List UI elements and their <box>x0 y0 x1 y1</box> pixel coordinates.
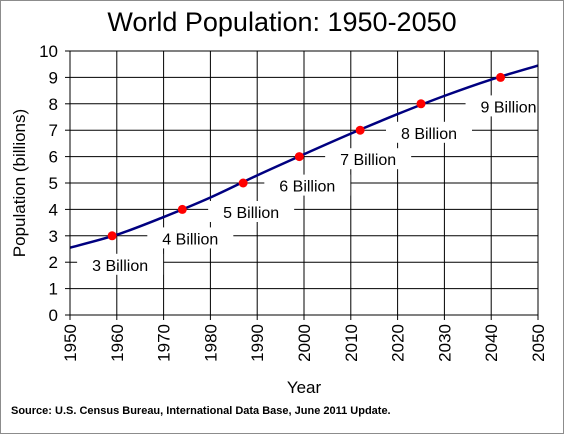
x-tick-label: 2040 <box>482 324 501 362</box>
chart-title: World Population: 1950-2050 <box>107 7 457 37</box>
y-tick-label: 7 <box>49 121 58 140</box>
x-tick-label: 1960 <box>108 324 127 362</box>
x-tick-label: 2050 <box>529 324 548 362</box>
milestone-marker <box>294 152 304 162</box>
milestone-label: 4 Billion <box>162 231 218 248</box>
y-tick-label: 3 <box>49 227 58 246</box>
milestone-label-bg <box>465 95 552 117</box>
milestone-label-bg <box>325 148 412 170</box>
y-tick-label: 9 <box>49 68 58 87</box>
y-tick-label: 1 <box>49 280 58 299</box>
y-tick-label: 10 <box>39 42 58 61</box>
x-tick-label: 2030 <box>435 324 454 362</box>
x-tick-label: 1990 <box>248 324 267 362</box>
y-tick-label: 5 <box>49 174 58 193</box>
milestone-label: 6 Billion <box>279 179 335 196</box>
milestone-label-bg <box>386 121 472 143</box>
milestone-label: 3 Billion <box>92 258 148 275</box>
y-tick-label: 2 <box>49 253 58 272</box>
y-axis-label: Population (billions) <box>10 109 29 257</box>
milestone-marker <box>107 231 117 241</box>
x-tick-label: 2020 <box>389 324 408 362</box>
milestone-label-bg <box>208 201 295 222</box>
x-tick-label: 1950 <box>61 324 80 362</box>
population-line <box>69 64 539 249</box>
y-tick-label: 8 <box>49 95 58 114</box>
plot-area-border <box>69 50 539 316</box>
milestone-marker <box>496 72 506 82</box>
x-tick-label: 2000 <box>295 324 314 362</box>
milestone-label: 7 Billion <box>340 152 396 169</box>
milestone-label: 8 Billion <box>401 126 457 143</box>
x-tick-label: 1970 <box>155 324 174 362</box>
milestone-marker <box>177 204 187 214</box>
x-tick-label: 2010 <box>342 324 361 362</box>
milestone-label-bg <box>147 227 234 249</box>
x-tick-label: 1980 <box>201 324 220 362</box>
milestone-label: 5 Billion <box>223 205 279 222</box>
milestone-label-bg <box>77 253 164 275</box>
milestone-marker <box>416 99 426 109</box>
x-axis-label: Year <box>287 378 322 397</box>
milestone-marker <box>355 125 365 135</box>
y-tick-label: 6 <box>49 148 58 167</box>
y-tick-label: 0 <box>49 306 58 325</box>
milestone-marker <box>238 178 248 188</box>
source-note: Source: U.S. Census Bureau, Internationa… <box>11 405 391 417</box>
y-tick-label: 4 <box>49 200 58 219</box>
chart-svg: 0 1 2 3 4 5 6 7 8 9 10 1950 1960 1970 1980 1990 2000 2010… <box>10 42 552 397</box>
milestone-label: 9 Billion <box>481 99 537 116</box>
milestone-label-bg <box>264 174 351 196</box>
